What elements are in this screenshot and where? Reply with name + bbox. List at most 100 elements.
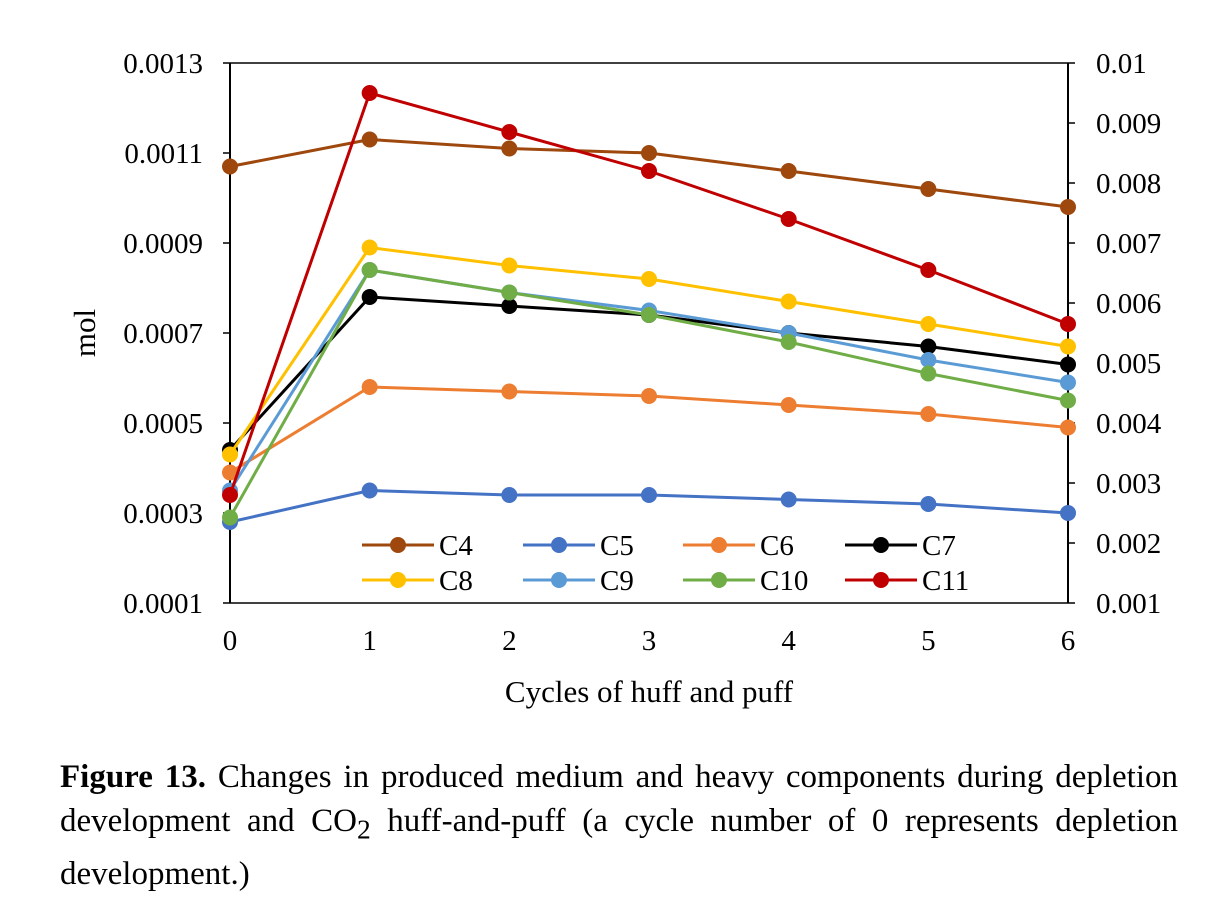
data-point-c4 [920,181,937,197]
data-point-c7 [361,289,378,305]
data-point-c11 [641,163,657,179]
series-c5 [222,482,1076,530]
y-right-tick-label: 0.01 [1096,48,1147,80]
data-point-c6 [361,379,378,395]
data-point-c5 [780,491,797,508]
data-point-c9 [920,352,937,368]
x-tick-label: 6 [1061,625,1076,657]
data-point-c8 [641,271,657,287]
legend-item-c6: C6 [683,530,794,562]
caption-text-part-1: Changes in produced medium and heavy com… [60,759,1178,839]
legend-marker-c4 [390,537,406,553]
data-point-c4 [222,158,238,175]
series-c6 [222,379,1076,481]
y-left-tick-label: 0.0007 [123,318,203,350]
data-point-c6 [641,388,657,404]
data-point-c4 [780,163,797,179]
data-point-c4 [1060,199,1076,215]
y-right-tick-label: 0.001 [1096,588,1161,620]
y-right-tick-label: 0.003 [1096,468,1161,500]
data-point-c10 [501,284,518,301]
legend-marker-c7 [873,537,889,553]
legend-item-c11: C11 [845,565,969,597]
series-c11 [222,85,1076,503]
legend-item-c8: C8 [362,565,473,597]
data-point-c10 [361,262,378,278]
y-left-tick-label: 0.0005 [123,408,203,440]
x-tick-label: 0 [223,625,238,657]
data-point-c4 [361,131,378,148]
y-left-tick-label: 0.0011 [124,138,203,170]
series-layer [222,85,1076,530]
legend: C4 C5 C6 C7 C8 C9 C10 C11 [362,530,969,597]
x-tick-label: 4 [781,625,796,657]
caption-subscript: 2 [357,813,371,845]
legend-marker-c10 [711,572,727,588]
legend-label-c10: C10 [760,565,808,597]
data-point-c7 [920,338,937,355]
x-ticks: 0 1 2 3 4 5 6 [223,625,1076,657]
data-point-c6 [780,397,797,413]
y-right-tick-label: 0.008 [1096,168,1161,200]
x-tick-label: 1 [362,625,377,657]
data-point-c8 [501,257,518,274]
x-axis-title: Cycles of huff and puff [505,674,794,709]
data-point-c6 [501,383,518,400]
y-left-ticks: 0.0013 0.0011 0.0009 0.0007 0.0005 0.0003 0.00… [123,48,230,620]
y-axis-title: mol [67,309,102,357]
data-point-c5 [361,482,378,499]
data-point-c5 [1060,505,1076,521]
data-point-c11 [780,211,797,227]
data-point-c7 [501,298,518,314]
y-right-ticks: 0.01 0.009 0.008 0.007 0.006 0.005 0.004 0.003 0… [1068,48,1162,620]
data-point-c9 [1060,374,1076,391]
data-point-c8 [1060,338,1076,355]
y-right-tick-label: 0.009 [1096,108,1161,140]
data-point-c7 [1060,356,1076,373]
legend-marker-c9 [551,572,567,588]
data-point-c11 [361,85,378,101]
series-c8 [222,239,1076,463]
data-point-c10 [222,509,238,526]
data-point-c6 [1060,419,1076,436]
figure-label: Figure 13. [60,759,207,795]
y-left-tick-label: 0.0003 [123,498,203,530]
series-c4 [222,131,1076,215]
plot-frame [229,62,1069,604]
figure-caption: Figure 13. Changes in produced medium an… [60,755,1178,896]
legend-item-c5: C5 [523,530,634,562]
legend-item-c10: C10 [683,565,808,597]
data-point-c4 [641,145,657,161]
x-tick-label: 2 [502,625,517,657]
legend-label-c4: C4 [439,530,473,562]
y-right-tick-label: 0.005 [1096,348,1161,380]
y-right-tick-label: 0.004 [1096,408,1162,440]
legend-marker-c11 [873,572,889,588]
line-chart: 0.00130.00110.00090.00070.00050.00030.00… [67,48,1162,709]
data-point-c5 [920,496,937,512]
series-c10 [222,262,1076,526]
data-point-c10 [780,334,797,350]
data-point-c10 [1060,392,1076,409]
legend-label-c5: C5 [600,530,634,562]
y-right-tick-label: 0.007 [1096,228,1161,260]
y-right-tick-label: 0.002 [1096,528,1161,560]
data-point-c4 [501,140,518,157]
legend-label-c9: C9 [600,565,634,597]
data-point-c8 [920,316,937,332]
legend-marker-c5 [551,537,567,553]
legend-label-c11: C11 [922,565,969,597]
legend-marker-c8 [390,572,406,588]
legend-marker-c6 [711,537,727,553]
x-tick-label: 5 [921,625,936,657]
legend-label-c6: C6 [760,530,794,562]
data-point-c6 [222,464,238,481]
data-point-c8 [780,293,797,310]
caption-text-part-2: huff-and-puff (a cycle number of 0 repre… [60,803,1178,892]
series-c9 [222,262,1076,499]
data-point-c8 [222,446,238,463]
legend-label-c8: C8 [439,565,473,597]
data-point-c11 [1060,316,1076,332]
data-point-c11 [501,124,518,140]
legend-item-c4: C4 [362,530,473,562]
